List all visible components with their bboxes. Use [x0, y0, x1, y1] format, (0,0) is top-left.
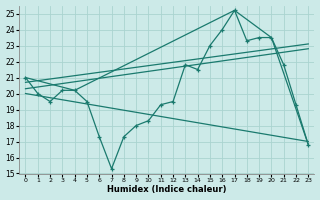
- X-axis label: Humidex (Indice chaleur): Humidex (Indice chaleur): [107, 185, 227, 194]
